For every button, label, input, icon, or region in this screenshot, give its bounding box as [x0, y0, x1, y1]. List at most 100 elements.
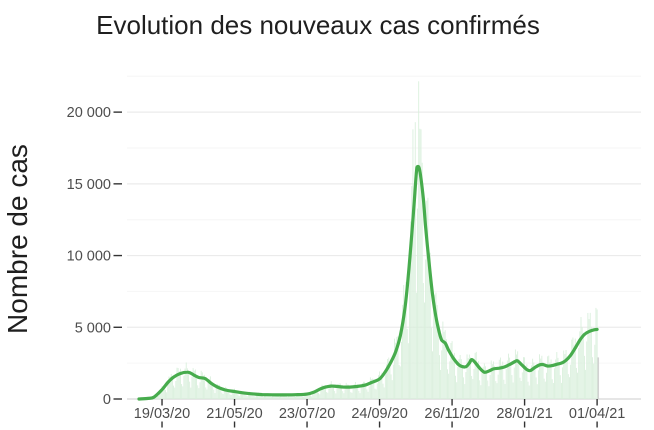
daily-bar — [205, 387, 207, 399]
daily-bar — [389, 363, 391, 399]
daily-bar — [351, 392, 353, 399]
daily-bar — [308, 392, 310, 399]
daily-bar — [465, 372, 467, 399]
daily-bar — [380, 375, 382, 399]
daily-bar — [365, 384, 367, 399]
daily-bar — [375, 389, 377, 399]
daily-bar — [236, 391, 238, 399]
daily-bar — [342, 391, 344, 399]
daily-bar — [331, 384, 333, 399]
daily-bar — [578, 348, 580, 399]
daily-bar — [411, 186, 413, 399]
daily-bar — [564, 354, 566, 399]
daily-bar — [304, 394, 306, 399]
daily-bar — [333, 384, 334, 399]
daily-bar — [295, 396, 296, 399]
chart-title: Evolution des nouveaux cas confirmés — [96, 10, 540, 40]
daily-bar — [455, 375, 456, 399]
daily-bar — [458, 359, 460, 399]
daily-bar — [377, 375, 379, 399]
daily-bar — [505, 369, 507, 399]
daily-bar — [194, 369, 196, 399]
daily-bar — [313, 390, 315, 399]
daily-bar — [503, 379, 505, 399]
x-axis-tick-label: 21/05/20 — [206, 406, 262, 422]
daily-bar — [253, 396, 255, 399]
daily-bar — [180, 368, 181, 399]
daily-bar — [343, 393, 345, 399]
daily-bar — [421, 162, 423, 399]
daily-bar — [529, 373, 531, 399]
daily-bar — [555, 359, 557, 399]
daily-bar — [422, 283, 424, 399]
daily-bar — [402, 304, 404, 399]
daily-bar — [462, 365, 463, 399]
daily-bar — [429, 252, 431, 399]
daily-bar — [480, 385, 482, 399]
daily-bar — [387, 359, 389, 399]
daily-bar — [527, 381, 529, 399]
daily-bar — [570, 364, 572, 399]
daily-bar — [550, 359, 552, 399]
daily-bar — [238, 396, 240, 399]
daily-bar — [451, 341, 453, 399]
daily-bar — [401, 341, 402, 399]
y-axis-tick-label: 15 000 — [67, 177, 111, 193]
daily-bar — [434, 294, 436, 399]
daily-bar — [166, 392, 168, 399]
daily-bar — [244, 392, 246, 399]
daily-bar — [171, 377, 173, 399]
daily-bar — [437, 326, 439, 399]
daily-bar — [567, 374, 569, 399]
daily-bar — [587, 312, 589, 399]
daily-bar — [523, 357, 524, 399]
daily-bar — [186, 368, 188, 399]
daily-bar — [296, 395, 298, 399]
daily-bar — [264, 395, 265, 399]
daily-bar — [486, 370, 488, 399]
daily-bar — [534, 366, 536, 399]
daily-bar — [344, 389, 346, 399]
daily-bar — [223, 391, 225, 399]
daily-bar — [498, 359, 500, 399]
daily-bar — [572, 337, 574, 399]
daily-bar — [369, 377, 371, 399]
daily-bar — [450, 343, 452, 399]
daily-bar — [367, 391, 369, 399]
daily-bar — [305, 393, 307, 399]
daily-bar — [514, 349, 516, 399]
daily-bar — [315, 388, 317, 399]
daily-bar — [232, 390, 234, 399]
y-axis-tick-label: 10 000 — [67, 249, 111, 265]
daily-bar — [328, 388, 330, 399]
daily-bar — [260, 394, 262, 399]
daily-bar — [577, 372, 578, 399]
daily-bar — [379, 371, 380, 399]
daily-bar — [198, 388, 200, 399]
daily-bar — [373, 378, 375, 399]
daily-bar — [519, 377, 521, 399]
daily-bar — [463, 377, 465, 399]
daily-bar — [418, 81, 420, 399]
x-axis-tick-label: 26/11/20 — [424, 406, 479, 422]
daily-bar — [199, 382, 201, 399]
daily-bar — [430, 327, 432, 399]
daily-bar — [197, 385, 199, 399]
daily-bar — [266, 393, 268, 399]
daily-bar — [590, 326, 592, 399]
daily-bar — [586, 341, 588, 399]
daily-bar — [279, 396, 280, 399]
daily-bar — [162, 386, 164, 399]
daily-bar — [383, 387, 385, 399]
daily-bar — [409, 273, 410, 399]
daily-bar — [227, 389, 229, 399]
daily-bar — [219, 384, 220, 399]
daily-bar — [224, 386, 226, 399]
daily-bar — [321, 384, 323, 399]
daily-bar — [585, 369, 587, 399]
daily-bar — [459, 354, 461, 399]
daily-bar — [516, 354, 517, 399]
daily-bar — [563, 350, 565, 399]
daily-bar — [390, 374, 392, 399]
